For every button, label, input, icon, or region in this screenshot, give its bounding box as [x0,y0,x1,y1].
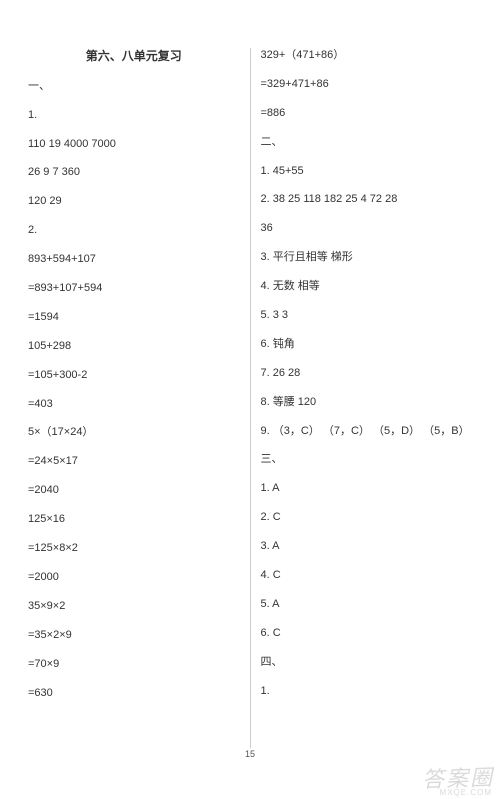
right-line: 三、 [261,452,473,467]
page: 第六、八单元复习 一、 1. 110 19 4000 7000 26 9 7 360 1… [0,0,500,799]
left-line: 110 19 4000 7000 [28,137,240,152]
left-line: =1594 [28,310,240,325]
left-line: =403 [28,397,240,412]
right-line: 6. 钝角 [261,337,473,352]
left-line: 893+594+107 [28,252,240,267]
right-line: 5. A [261,597,473,612]
left-line: =125×8×2 [28,541,240,556]
right-line: =329+471+86 [261,77,473,92]
page-number: 15 [0,749,500,759]
left-line: 105+298 [28,339,240,354]
right-line: 3. 平行且相等 梯形 [261,250,473,265]
content-columns: 第六、八单元复习 一、 1. 110 19 4000 7000 26 9 7 360 1… [28,48,472,748]
right-line: 二、 [261,135,473,150]
left-line: 5×（17×24） [28,425,240,440]
right-line: 2. C [261,510,473,525]
right-line: 36 [261,221,473,236]
left-line: =893+107+594 [28,281,240,296]
left-line: =35×2×9 [28,628,240,643]
right-line: 5. 3 3 [261,308,473,323]
watermark-main: 答案圈 [421,760,494,794]
right-line: 1. [261,684,473,699]
left-line: =70×9 [28,657,240,672]
right-line: 7. 26 28 [261,366,473,381]
watermark-sub: MXQE.COM [440,788,492,797]
right-column: 329+（471+86） =329+471+86 =886 二、 1. 45+55 2. … [250,48,473,748]
left-line: 26 9 7 360 [28,165,240,180]
left-body: 一、 1. 110 19 4000 7000 26 9 7 360 120 29 2. 89… [28,79,240,701]
unit-title: 第六、八单元复习 [28,48,240,65]
right-body: 329+（471+86） =329+471+86 =886 二、 1. 45+55 2. … [261,48,473,699]
left-line: =2040 [28,483,240,498]
left-line: 35×9×2 [28,599,240,614]
left-line: =105+300-2 [28,368,240,383]
right-line: 329+（471+86） [261,48,473,63]
left-line: 1. [28,108,240,123]
left-line: 一、 [28,79,240,94]
right-line: 9. （3，C） （7，C） （5，D） （5，B） [261,424,473,439]
left-line: =2000 [28,570,240,585]
left-column: 第六、八单元复习 一、 1. 110 19 4000 7000 26 9 7 360 1… [28,48,250,748]
right-line: 1. A [261,481,473,496]
left-line: 2. [28,223,240,238]
left-line: =24×5×17 [28,454,240,469]
right-line: 4. C [261,568,473,583]
right-line: =886 [261,106,473,121]
right-line: 2. 38 25 118 182 25 4 72 28 [261,192,473,207]
right-line: 4. 无数 相等 [261,279,473,294]
right-line: 3. A [261,539,473,554]
right-line: 8. 等腰 120 [261,395,473,410]
left-line: 120 29 [28,194,240,209]
right-line: 6. C [261,626,473,641]
right-line: 1. 45+55 [261,164,473,179]
right-line: 四、 [261,655,473,670]
left-line: 125×16 [28,512,240,527]
left-line: =630 [28,686,240,701]
